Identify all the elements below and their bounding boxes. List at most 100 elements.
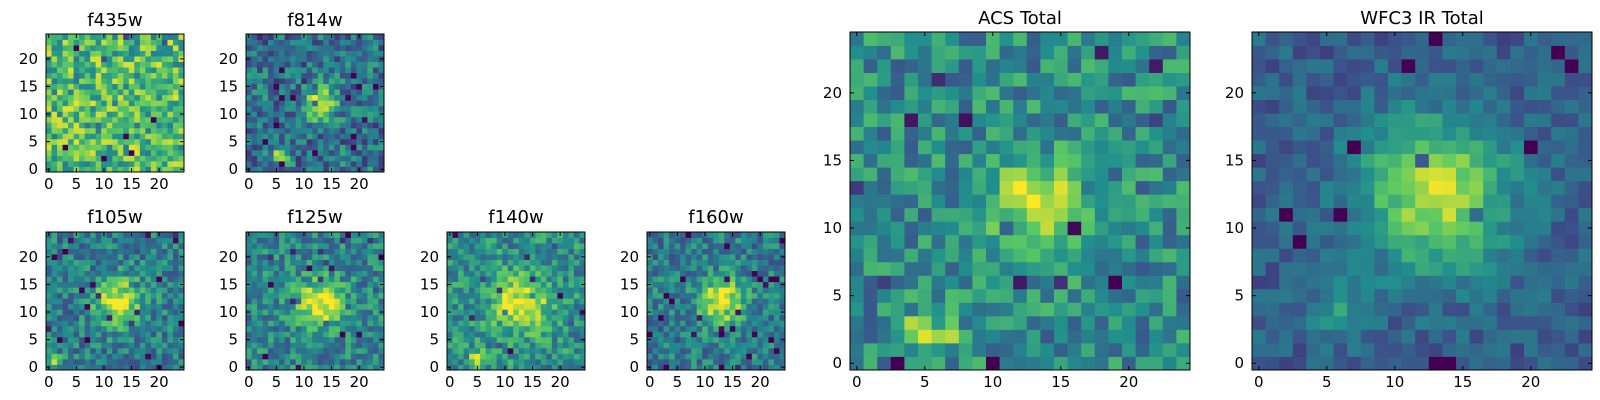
heatmap-cell (334, 270, 341, 277)
heatmap-cell (524, 342, 531, 349)
heatmap-cell (535, 336, 542, 343)
heatmap-cell (106, 127, 113, 134)
heatmap-cell (768, 248, 775, 255)
heatmap-cell (485, 248, 492, 255)
heatmap-cell (746, 292, 753, 299)
heatmap-cell (57, 111, 63, 118)
heatmap-cell (268, 111, 274, 118)
heatmap-cell (573, 331, 580, 338)
heatmap-cell (718, 243, 725, 249)
heatmap-cell (469, 259, 475, 266)
heatmap-cell (284, 287, 291, 294)
heatmap-cell (46, 358, 52, 365)
x-tick-label: 15 (122, 175, 141, 193)
heatmap-cell (73, 270, 80, 277)
heatmap-cell (367, 61, 374, 68)
heatmap-cell (134, 45, 141, 51)
heatmap-cell (367, 347, 374, 354)
heatmap-cell (268, 89, 274, 96)
heatmap-cell (46, 94, 52, 101)
heatmap-cell (1524, 302, 1538, 317)
heatmap-cell (317, 122, 324, 129)
heatmap-cell (378, 358, 385, 365)
heatmap-cell (1564, 234, 1579, 249)
heatmap-cell (323, 281, 330, 288)
heatmap-cell (62, 336, 69, 343)
heatmap-cell (178, 50, 185, 57)
heatmap-cell (356, 149, 363, 156)
x-tick-label: 10 (294, 175, 313, 193)
heatmap-cell (1265, 207, 1280, 222)
heatmap-cell (1415, 207, 1430, 222)
heatmap-cell (350, 303, 357, 310)
heatmap-cell (68, 259, 74, 266)
heatmap-cell (562, 281, 569, 288)
heatmap-cell (51, 309, 58, 316)
heatmap-cell (540, 331, 547, 338)
heatmap-cell (1162, 329, 1177, 344)
heatmap-cell (79, 303, 86, 310)
heatmap-cell (290, 105, 297, 112)
heatmap-cell (986, 329, 1000, 344)
heatmap-cell (101, 309, 108, 316)
heatmap-cell (1149, 194, 1164, 209)
heatmap-cell (73, 127, 80, 134)
heatmap-cell (513, 331, 520, 338)
heatmap-cell (669, 364, 675, 371)
heatmap-cell (1564, 342, 1579, 357)
heatmap-cell (986, 248, 1000, 263)
heatmap-cell (46, 133, 52, 140)
heatmap-cell (1067, 59, 1082, 73)
heatmap-cell (945, 59, 960, 73)
heatmap-cell (262, 34, 269, 40)
heatmap-cell (863, 194, 878, 209)
heatmap-cell (757, 331, 764, 338)
heatmap-cell (112, 111, 119, 118)
heatmap-cell (674, 298, 681, 305)
heatmap-cell (524, 270, 531, 277)
heatmap-cell (691, 232, 698, 238)
heatmap-cell (669, 347, 675, 354)
heatmap-cell (150, 45, 157, 51)
heatmap-cell (768, 232, 775, 238)
heatmap-cell (150, 144, 157, 151)
heatmap-cell (334, 72, 341, 79)
heatmap-cell (1054, 275, 1068, 290)
heatmap-cell (1176, 72, 1191, 87)
heatmap-cell (79, 149, 86, 156)
heatmap-cell (134, 111, 141, 118)
heatmap-cell (850, 99, 864, 114)
heatmap-cell (1510, 207, 1525, 222)
heatmap-cell (323, 259, 330, 266)
heatmap-cell (150, 259, 157, 266)
heatmap-cell (707, 347, 714, 354)
heatmap-cell (663, 237, 670, 244)
heatmap-cell (1162, 126, 1177, 141)
heatmap-cell (350, 353, 357, 360)
heatmap-cell (1510, 315, 1525, 330)
heatmap-cell (57, 265, 63, 272)
heatmap-cell (268, 281, 274, 288)
heatmap-cell (172, 237, 179, 244)
heatmap-cell (257, 111, 263, 118)
heatmap-cell (361, 309, 368, 316)
heatmap-cell (95, 144, 102, 151)
heatmap-cell (945, 180, 960, 195)
heatmap-cell (106, 100, 113, 107)
heatmap-cell (1013, 59, 1028, 73)
heatmap-cell (1094, 86, 1109, 100)
heatmap-cell (57, 309, 63, 316)
heatmap-cell (718, 281, 725, 288)
heatmap-cell (90, 133, 97, 140)
heatmap-cell (279, 237, 286, 244)
heatmap-cell (123, 314, 130, 321)
heatmap-cell (674, 259, 681, 266)
heatmap-cell (290, 155, 297, 162)
heatmap-cell (317, 116, 324, 123)
heatmap-cell (762, 232, 769, 238)
heatmap-cell (663, 248, 670, 255)
y-tick-label: 20 (19, 50, 38, 68)
heatmap-cell (367, 270, 374, 277)
heatmap-cell (62, 237, 69, 244)
heatmap-cell (257, 105, 263, 112)
